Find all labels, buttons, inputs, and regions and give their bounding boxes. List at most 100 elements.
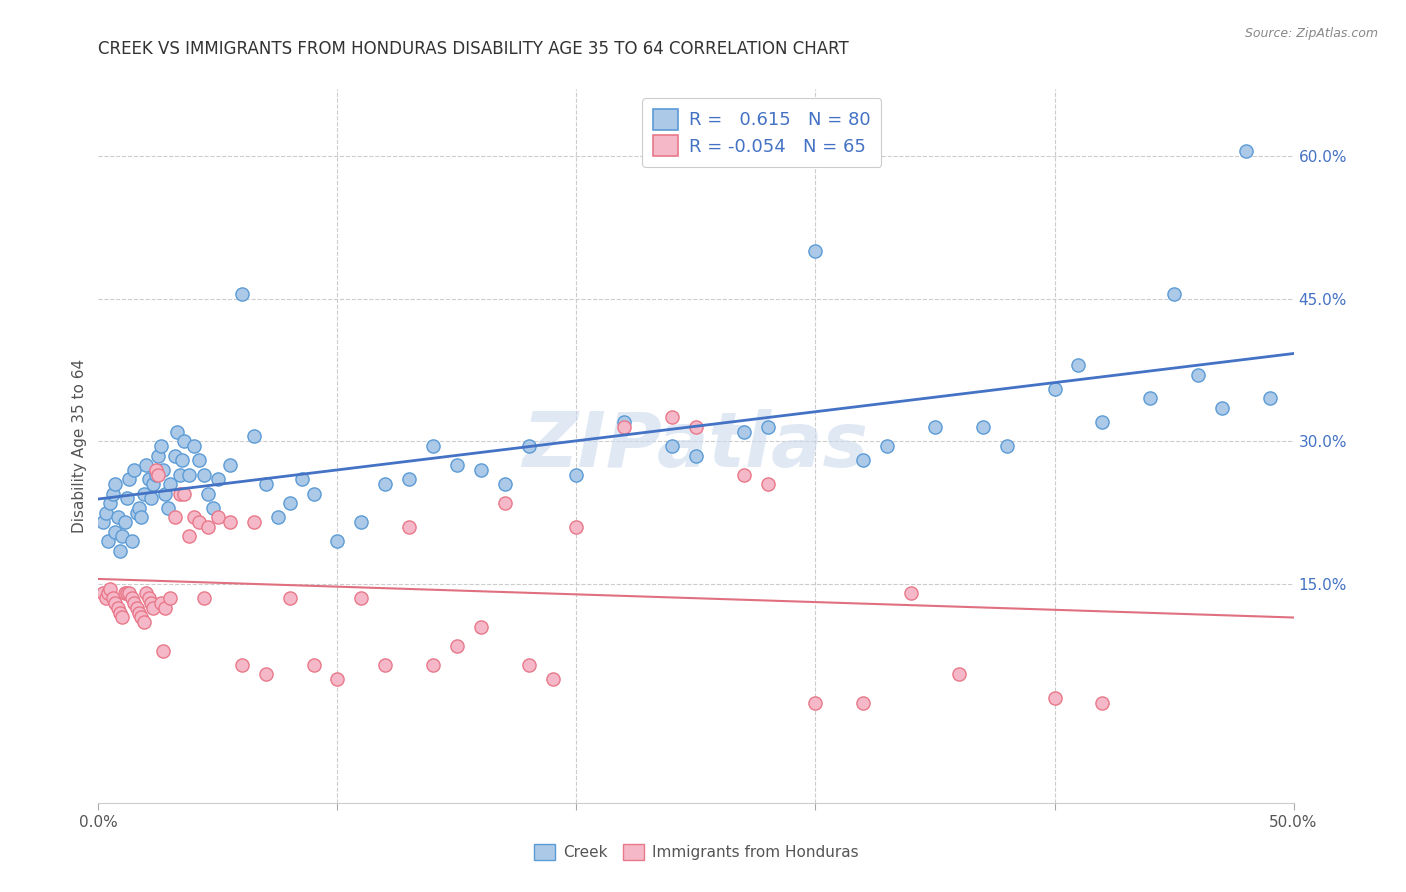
Point (114, 515, 136, 529)
Point (97, 534, 120, 549)
Point (115, 586, 138, 600)
Point (207, 510, 229, 524)
Point (118, 586, 141, 600)
Point (291, 472, 314, 486)
Point (565, 520, 588, 534)
Point (374, 477, 396, 491)
Point (202, 500, 225, 515)
Point (183, 439, 205, 453)
Point (661, 439, 683, 453)
Point (98, 582, 122, 596)
Point (142, 477, 165, 491)
Point (115, 491, 138, 506)
Point (131, 510, 153, 524)
Point (163, 510, 186, 524)
Point (254, 667, 277, 681)
Point (219, 458, 242, 472)
Y-axis label: Disability Age 35 to 64: Disability Age 35 to 64 (72, 359, 87, 533)
Point (733, 467, 755, 482)
Point (166, 425, 188, 439)
Point (685, 449, 707, 463)
Point (163, 449, 186, 463)
Point (132, 486, 155, 500)
Point (1234, 144, 1257, 158)
Point (108, 606, 131, 620)
Point (187, 515, 209, 529)
Point (91, 586, 114, 600)
Point (1067, 358, 1090, 372)
Legend: Creek, Immigrants from Honduras: Creek, Immigrants from Honduras (527, 838, 865, 866)
Point (613, 415, 636, 429)
Point (302, 657, 325, 672)
Point (152, 643, 174, 657)
Point (852, 453, 875, 467)
Point (804, 244, 827, 258)
Point (121, 534, 143, 549)
Point (470, 463, 492, 477)
Point (125, 600, 148, 615)
Point (374, 657, 396, 672)
Point (470, 620, 492, 634)
Point (565, 467, 588, 482)
Text: Source: ZipAtlas.com: Source: ZipAtlas.com (1244, 27, 1378, 40)
Point (517, 439, 540, 453)
Point (1043, 382, 1066, 396)
Point (121, 591, 143, 606)
Point (135, 458, 157, 472)
Point (114, 586, 136, 600)
Point (1163, 286, 1185, 301)
Point (152, 463, 174, 477)
Point (398, 520, 420, 534)
Point (108, 543, 131, 558)
Point (107, 600, 129, 615)
Point (1139, 392, 1161, 406)
Point (193, 591, 215, 606)
Point (111, 610, 134, 624)
Point (422, 439, 444, 453)
Point (756, 420, 779, 434)
Point (132, 615, 155, 629)
Point (169, 467, 191, 482)
Point (156, 500, 179, 515)
Point (104, 524, 127, 539)
Point (972, 420, 994, 434)
Point (924, 420, 946, 434)
Point (179, 529, 201, 543)
Point (101, 591, 124, 606)
Point (173, 434, 195, 449)
Point (756, 477, 779, 491)
Point (494, 496, 516, 510)
Point (243, 429, 266, 443)
Point (852, 696, 875, 710)
Point (193, 467, 215, 482)
Point (155, 600, 177, 615)
Point (148, 449, 170, 463)
Point (159, 591, 181, 606)
Text: CREEK VS IMMIGRANTS FROM HONDURAS DISABILITY AGE 35 TO 64 CORRELATION CHART: CREEK VS IMMIGRANTS FROM HONDURAS DISABI… (98, 40, 849, 58)
Point (446, 639, 468, 653)
Point (104, 477, 127, 491)
Point (138, 472, 160, 486)
Point (172, 453, 194, 467)
Point (131, 610, 153, 624)
Point (125, 506, 148, 520)
Point (661, 410, 683, 425)
Point (145, 467, 167, 482)
Point (804, 696, 827, 710)
Point (101, 486, 124, 500)
Point (111, 529, 134, 543)
Point (541, 672, 564, 686)
Point (1258, 392, 1281, 406)
Point (159, 477, 181, 491)
Point (995, 439, 1018, 453)
Point (124, 596, 146, 610)
Point (326, 672, 349, 686)
Point (128, 500, 150, 515)
Point (149, 596, 172, 610)
Text: ZIPatlas: ZIPatlas (523, 409, 869, 483)
Point (169, 486, 191, 500)
Point (138, 591, 160, 606)
Point (254, 477, 277, 491)
Point (98, 496, 122, 510)
Point (94, 506, 117, 520)
